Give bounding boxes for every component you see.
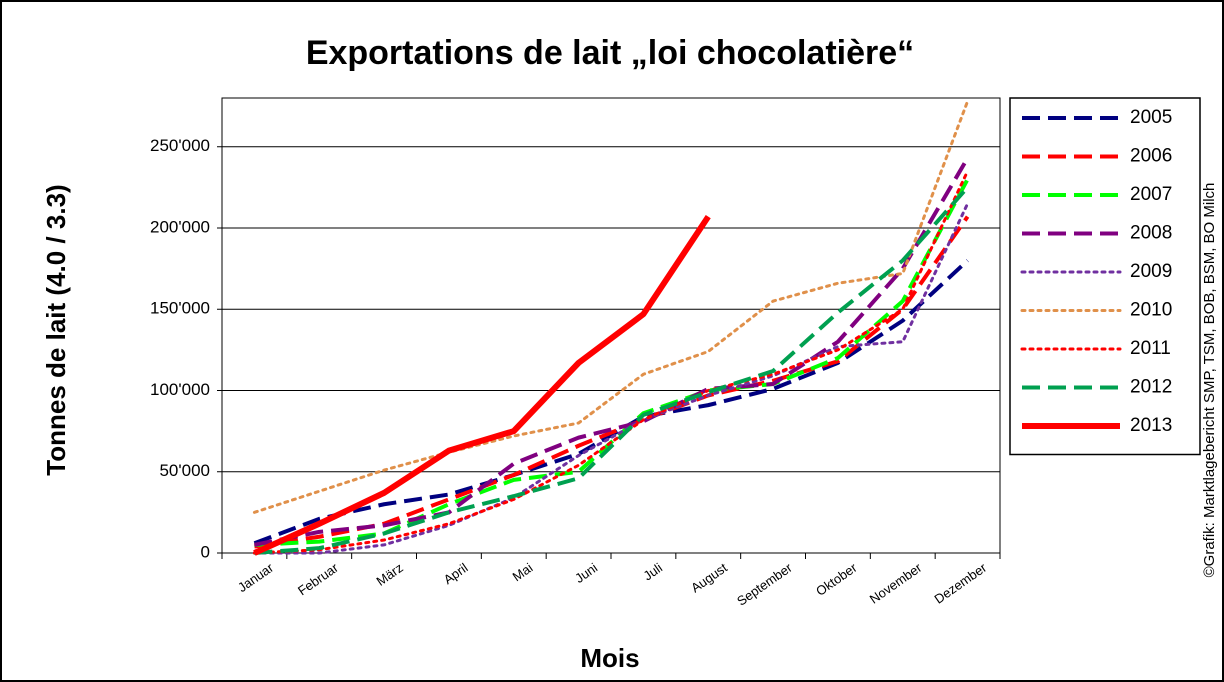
- legend-label: 2013: [1130, 415, 1172, 436]
- series-line: [253, 214, 711, 556]
- series-line: [252, 169, 970, 555]
- series-line: [253, 259, 969, 546]
- y-tick-label: 150'000: [150, 299, 210, 318]
- y-tick-label: 100'000: [150, 380, 210, 399]
- source: ©Grafik: Marktlagebericht SMP, TSM, BOB,…: [1201, 183, 1218, 578]
- legend-label: 2011: [1130, 338, 1171, 359]
- x-axis-label: Mois: [580, 643, 639, 673]
- series-line: [254, 186, 970, 555]
- legend-label: 2012: [1130, 377, 1172, 398]
- y-tick-label: 250'000: [150, 136, 210, 155]
- legend-label: 2005: [1130, 107, 1172, 128]
- series-line: [252, 202, 970, 555]
- series-line: [254, 157, 970, 547]
- y-axis-label: Tonnes de lait (4.0 / 3.3): [41, 184, 71, 475]
- y-tick-label: 200'000: [150, 217, 210, 236]
- chart-title: Exportations de lait „loi chocolatière“: [306, 34, 914, 72]
- legend-label: 2010: [1130, 300, 1172, 321]
- legend-label: 2006: [1130, 146, 1172, 167]
- legend-label: 2009: [1130, 261, 1172, 282]
- legend-label: 2007: [1130, 184, 1172, 205]
- y-tick-label: 0: [201, 542, 210, 561]
- series-line: [252, 99, 970, 514]
- y-tick-label: 50'000: [159, 461, 210, 480]
- legend-label: 2008: [1130, 223, 1172, 244]
